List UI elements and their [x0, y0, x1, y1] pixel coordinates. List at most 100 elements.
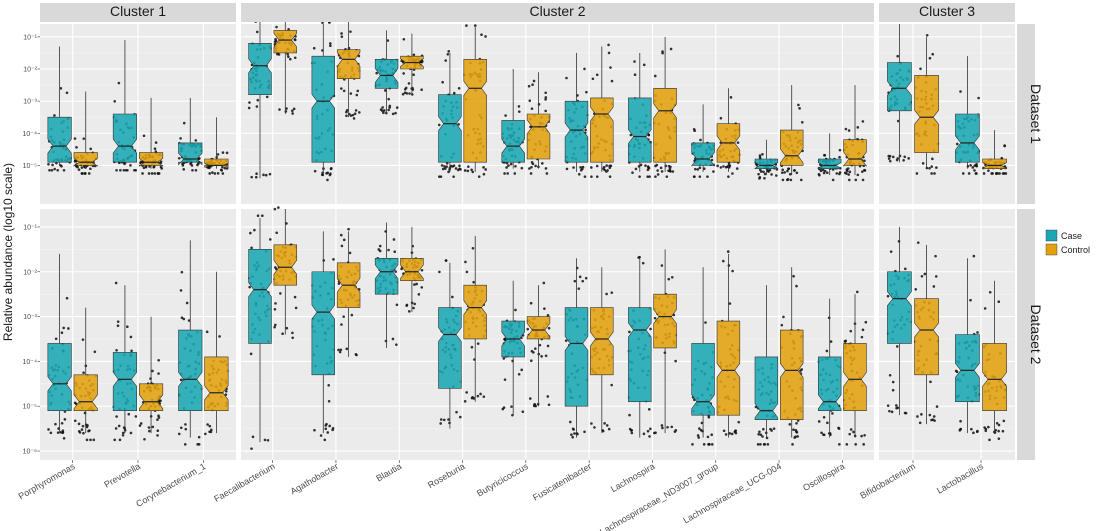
- point-lachnospiraceae-nd3007-group-case-dataset-2: [702, 443, 706, 446]
- point-lachnospira-control-dataset-1: [656, 169, 659, 172]
- point-lachnospiraceae-ucg-004-control-dataset-1: [785, 178, 789, 182]
- point-blautia-control-dataset-1: [403, 87, 407, 91]
- y-tick-label: 10⁻³: [23, 314, 37, 321]
- legend: Case Control: [1045, 229, 1090, 256]
- point-blautia-case-dataset-2: [392, 238, 396, 241]
- box-lachnospira-case-dataset-2: [628, 307, 652, 403]
- point-roseburia-case-dataset-1: [447, 170, 450, 174]
- point-bifidobacterium-case-dataset-2: [904, 411, 908, 415]
- point-oscillospira-case-dataset-2: [817, 420, 821, 423]
- point-lachnospira-case-dataset-1: [642, 63, 646, 67]
- point-lachnospiraceae-ucg-004-case-dataset-1: [775, 174, 778, 177]
- point-roseburia-control-dataset-2: [472, 280, 475, 284]
- point-roseburia-control-dataset-2: [470, 345, 474, 349]
- point-agathobacter-case-dataset-2: [324, 424, 328, 427]
- point-faecalibacterium-control-dataset-1: [292, 107, 296, 111]
- point-prevotella-case-dataset-1: [115, 168, 118, 172]
- point-lactobacillus-control-dataset-2: [1001, 429, 1005, 433]
- point-fusicatenibacter-case-dataset-1: [584, 128, 587, 132]
- point-fusicatenibacter-case-dataset-1: [583, 67, 586, 71]
- point-corynebacterium-1-control-dataset-2: [204, 432, 207, 436]
- point-roseburia-case-dataset-2: [444, 259, 448, 262]
- point-fusicatenibacter-case-dataset-2: [577, 287, 581, 290]
- point-agathobacter-control-dataset-1: [340, 32, 343, 35]
- point-bifidobacterium-control-dataset-1: [930, 172, 933, 175]
- point-prevotella-control-dataset-1: [142, 134, 146, 138]
- point-oscillospira-control-dataset-1: [861, 170, 864, 173]
- row-strip-label: Dataset 2: [1028, 305, 1044, 365]
- point-butyricicoccus-case-dataset-1: [509, 162, 513, 166]
- point-fusicatenibacter-case-dataset-1: [577, 172, 581, 176]
- point-lachnospira-control-dataset-2: [670, 276, 674, 279]
- legend-label-case: Case: [1061, 231, 1082, 241]
- point-oscillospira-case-dataset-2: [827, 432, 831, 435]
- point-prevotella-case-dataset-2: [118, 438, 122, 442]
- point-blautia-case-dataset-1: [382, 111, 385, 115]
- point-prevotella-case-dataset-2: [130, 349, 133, 353]
- point-lachnospiraceae-ucg-004-case-dataset-1: [762, 170, 765, 174]
- point-roseburia-case-dataset-1: [444, 59, 447, 62]
- point-butyricicoccus-control-dataset-1: [544, 98, 547, 101]
- point-prevotella-control-dataset-2: [148, 429, 151, 433]
- point-blautia-control-dataset-1: [402, 72, 405, 75]
- point-bifidobacterium-case-dataset-1: [902, 158, 905, 162]
- point-lachnospiraceae-nd3007-group-control-dataset-2: [728, 302, 732, 305]
- point-fusicatenibacter-case-dataset-2: [573, 279, 577, 283]
- point-butyricicoccus-case-dataset-1: [513, 172, 517, 175]
- point-oscillospira-case-dataset-2: [838, 443, 841, 446]
- point-prevotella-control-dataset-1: [154, 141, 158, 144]
- y-tick-label: 10⁻²: [23, 67, 37, 74]
- point-oscillospira-control-dataset-1: [844, 127, 848, 131]
- y-tick-label: 10⁻⁵: [23, 163, 37, 170]
- box-butyricicoccus-control-dataset-1: [526, 113, 551, 160]
- point-fusicatenibacter-control-dataset-1: [608, 175, 612, 178]
- point-prevotella-case-dataset-1: [126, 168, 129, 172]
- point-roseburia-case-dataset-1: [443, 167, 447, 170]
- point-porphyromonas-control-dataset-2: [82, 431, 85, 435]
- point-bifidobacterium-control-dataset-2: [930, 418, 933, 422]
- point-lactobacillus-control-dataset-2: [983, 307, 987, 310]
- point-porphyromonas-control-dataset-2: [77, 422, 81, 426]
- point-bifidobacterium-case-dataset-2: [886, 404, 890, 407]
- box-lachnospiraceae-ucg-004-case-dataset-1: [754, 158, 779, 169]
- point-agathobacter-case-dataset-1: [329, 44, 332, 48]
- point-lachnospiraceae-ucg-004-case-dataset-1: [768, 168, 772, 172]
- box-lactobacillus-case-dataset-1: [955, 113, 980, 163]
- point-bifidobacterium-case-dataset-1: [891, 155, 895, 159]
- point-bifidobacterium-control-dataset-1: [925, 33, 929, 37]
- y-tick-label: 10⁻³: [23, 99, 37, 106]
- point-agathobacter-case-dataset-1: [313, 169, 317, 173]
- x-tick-label-agathobacter: Agathobacter: [289, 461, 340, 496]
- point-butyricicoccus-case-dataset-1: [503, 172, 506, 175]
- point-lactobacillus-case-dataset-2: [959, 427, 962, 431]
- point-agathobacter-case-dataset-2: [332, 258, 335, 261]
- point-lactobacillus-case-dataset-2: [970, 427, 973, 431]
- box-oscillospira-control-dataset-1: [843, 139, 867, 167]
- box-porphyromonas-case-dataset-2: [47, 343, 72, 411]
- point-lachnospira-case-dataset-2: [648, 435, 651, 438]
- point-roseburia-case-dataset-1: [439, 175, 443, 178]
- point-prevotella-case-dataset-1: [119, 168, 122, 172]
- point-butyricicoccus-control-dataset-2: [526, 327, 530, 331]
- point-prevotella-case-dataset-2: [117, 424, 121, 428]
- point-fusicatenibacter-control-dataset-1: [605, 164, 608, 167]
- point-bifidobacterium-control-dataset-1: [933, 172, 936, 175]
- point-corynebacterium-1-case-dataset-2: [197, 435, 201, 439]
- point-prevotella-control-dataset-2: [157, 414, 160, 418]
- box-roseburia-control-dataset-2: [463, 284, 487, 340]
- point-prevotella-control-dataset-1: [142, 166, 146, 170]
- box-porphyromonas-case-dataset-1: [47, 116, 72, 163]
- point-lachnospiraceae-nd3007-group-case-dataset-1: [712, 170, 715, 173]
- point-lachnospiraceae-nd3007-group-case-dataset-2: [696, 434, 700, 437]
- point-faecalibacterium-case-dataset-2: [261, 214, 264, 218]
- point-prevotella-control-dataset-1: [159, 165, 163, 169]
- point-porphyromonas-control-dataset-1: [83, 172, 87, 175]
- point-bifidobacterium-case-dataset-2: [888, 409, 891, 413]
- point-porphyromonas-case-dataset-2: [56, 431, 60, 434]
- point-lactobacillus-control-dataset-1: [987, 169, 990, 172]
- point-agathobacter-case-dataset-1: [329, 166, 333, 170]
- point-faecalibacterium-case-dataset-1: [250, 175, 253, 179]
- point-roseburia-case-dataset-2: [439, 418, 443, 421]
- point-butyricicoccus-control-dataset-2: [529, 397, 532, 400]
- point-agathobacter-control-dataset-2: [337, 282, 341, 285]
